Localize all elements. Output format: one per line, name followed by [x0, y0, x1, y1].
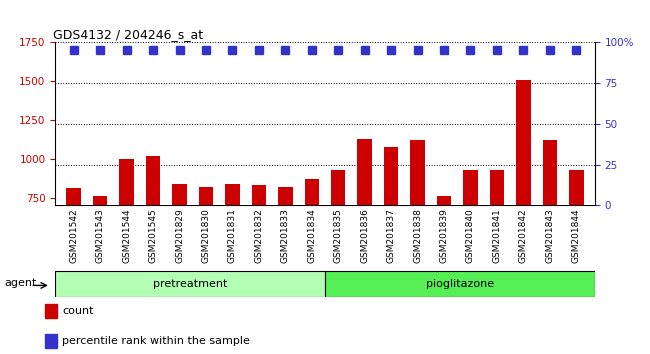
Text: GSM201829: GSM201829 — [175, 209, 184, 263]
Text: GSM201836: GSM201836 — [360, 209, 369, 263]
Text: GSM201837: GSM201837 — [387, 209, 396, 263]
Bar — [252, 185, 266, 314]
Bar — [358, 139, 372, 314]
Bar — [325, 271, 595, 297]
Bar — [45, 334, 57, 348]
Text: GDS4132 / 204246_s_at: GDS4132 / 204246_s_at — [53, 28, 203, 41]
Bar — [437, 196, 451, 314]
Bar — [304, 179, 319, 314]
Bar — [146, 156, 161, 314]
Bar — [199, 187, 213, 314]
Bar — [55, 271, 325, 297]
Bar — [331, 170, 346, 314]
Text: GSM201834: GSM201834 — [307, 209, 317, 263]
Text: pretreatment: pretreatment — [153, 279, 228, 289]
Text: GSM201840: GSM201840 — [466, 209, 475, 263]
Text: GSM201843: GSM201843 — [545, 209, 554, 263]
Text: GSM201839: GSM201839 — [439, 209, 448, 263]
Text: GSM201838: GSM201838 — [413, 209, 422, 263]
Text: GSM201544: GSM201544 — [122, 209, 131, 263]
Text: GSM201832: GSM201832 — [254, 209, 263, 263]
Bar — [384, 147, 398, 314]
Text: GSM201543: GSM201543 — [96, 209, 105, 263]
Text: GSM201835: GSM201835 — [333, 209, 343, 263]
Bar — [93, 196, 107, 314]
Bar — [410, 140, 425, 314]
Bar — [45, 304, 57, 318]
Bar — [172, 184, 187, 314]
Bar — [516, 80, 530, 314]
Text: GSM201545: GSM201545 — [149, 209, 157, 263]
Text: pioglitazone: pioglitazone — [426, 279, 494, 289]
Text: agent: agent — [5, 278, 37, 288]
Text: count: count — [62, 306, 94, 316]
Bar — [120, 159, 134, 314]
Text: GSM201833: GSM201833 — [281, 209, 290, 263]
Text: GSM201542: GSM201542 — [70, 209, 78, 263]
Text: GSM201830: GSM201830 — [202, 209, 211, 263]
Text: GSM201831: GSM201831 — [228, 209, 237, 263]
Text: GSM201844: GSM201844 — [572, 209, 580, 263]
Text: GSM201842: GSM201842 — [519, 209, 528, 263]
Bar — [225, 184, 240, 314]
Bar — [543, 140, 557, 314]
Bar — [278, 187, 292, 314]
Bar — [569, 170, 584, 314]
Bar — [463, 170, 478, 314]
Text: percentile rank within the sample: percentile rank within the sample — [62, 336, 250, 346]
Bar — [66, 188, 81, 314]
Bar — [489, 170, 504, 314]
Text: GSM201841: GSM201841 — [493, 209, 501, 263]
